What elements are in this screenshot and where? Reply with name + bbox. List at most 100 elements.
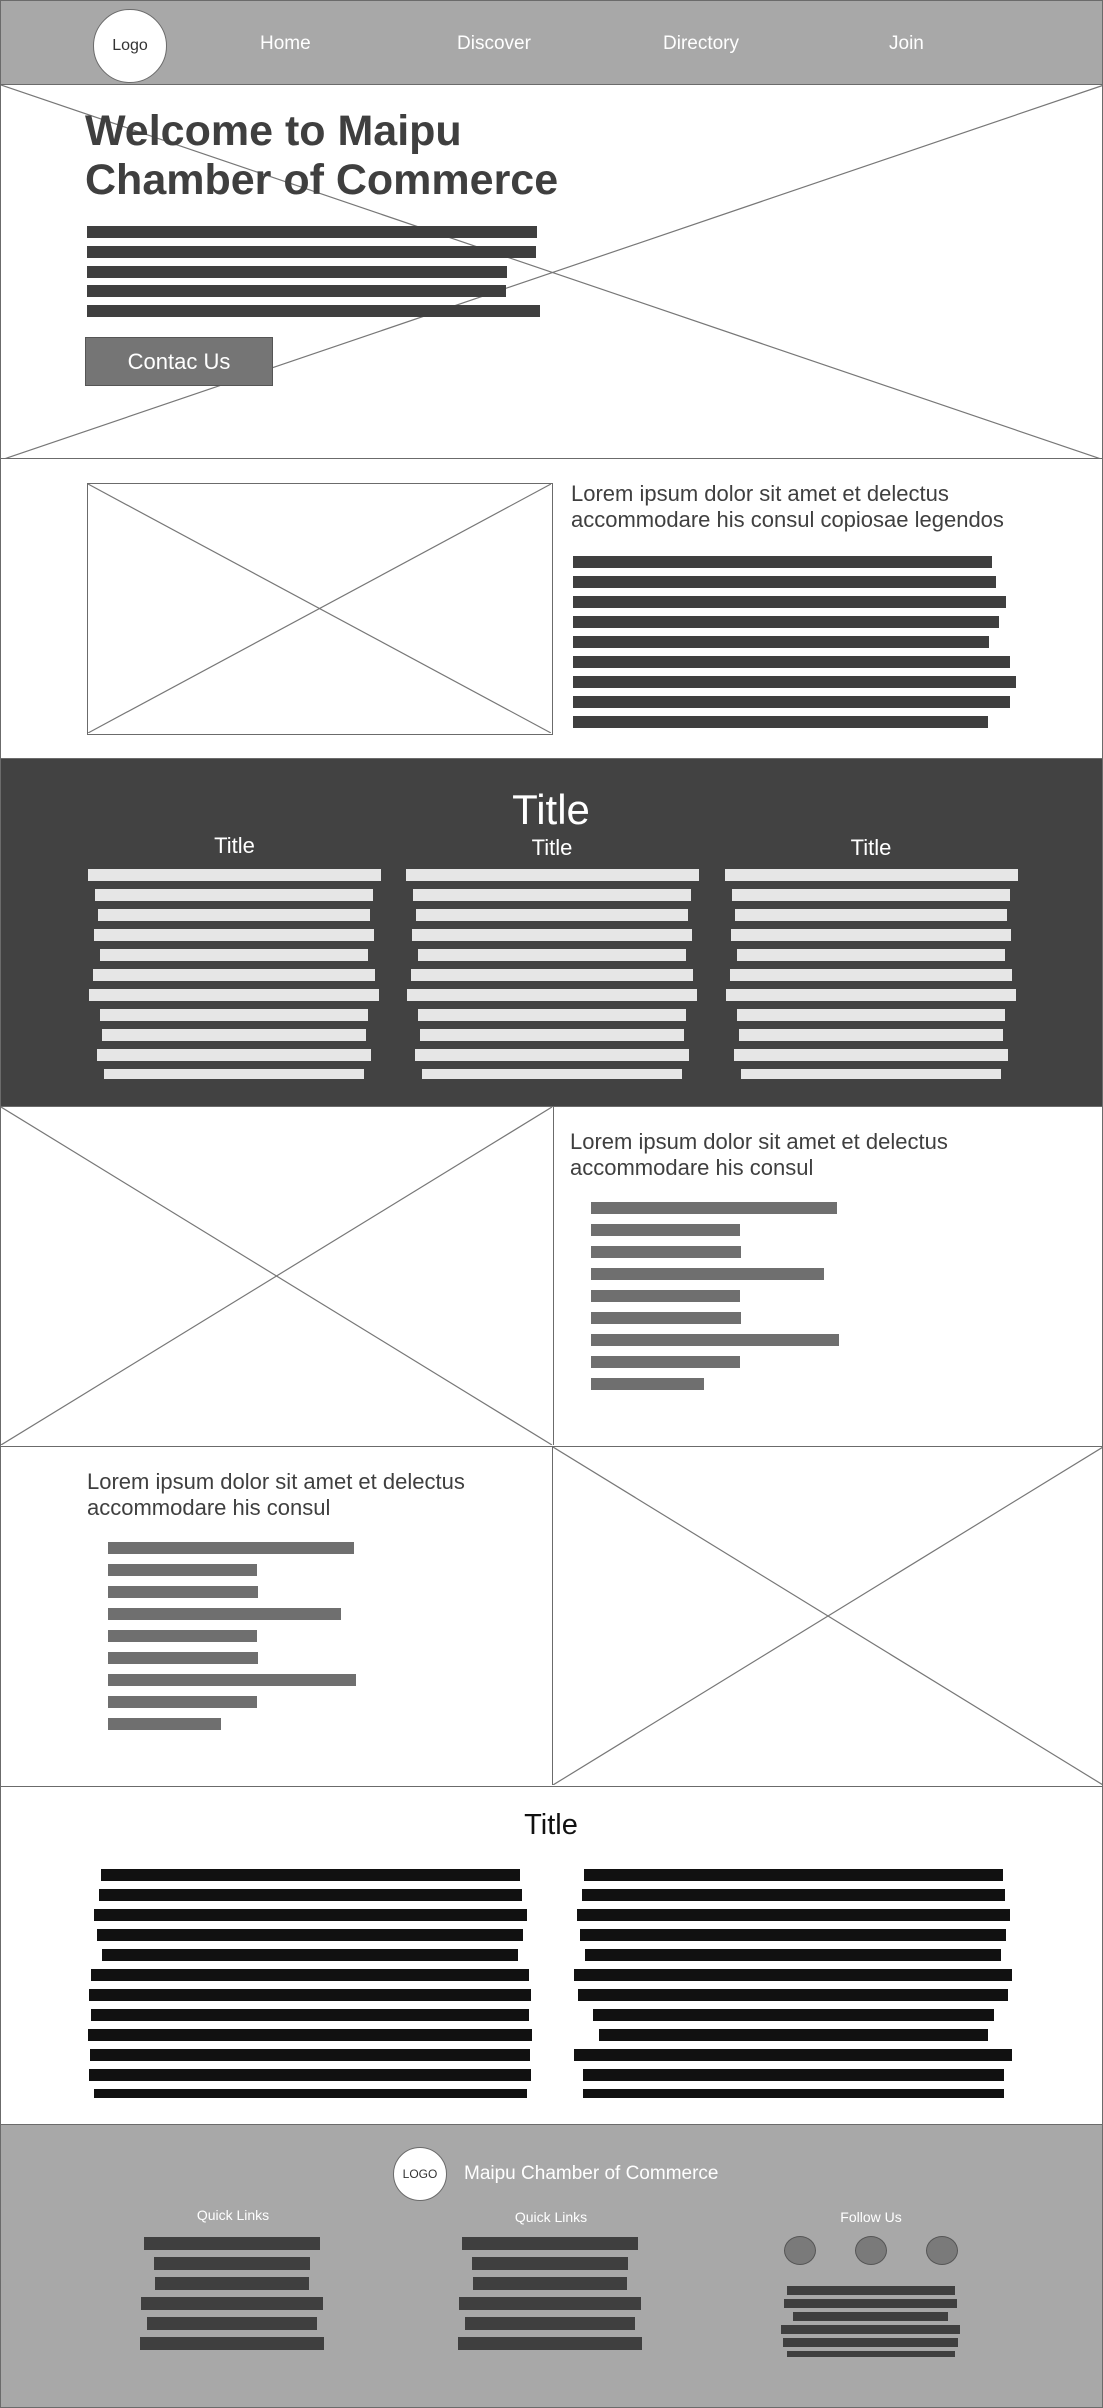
hero-text-line [87, 285, 506, 297]
feature1-heading-line2: accommodare his consul [570, 1155, 814, 1180]
text-col2-line [583, 2089, 1004, 2098]
feature1-list-line [591, 1356, 740, 1368]
footer-link-1[interactable] [144, 2237, 320, 2250]
column3-text-line [725, 869, 1018, 881]
text-col2-line [583, 2069, 1004, 2081]
footer-link-1[interactable] [154, 2257, 310, 2270]
column3-text-line [741, 1069, 1001, 1079]
footer-link-1[interactable] [141, 2297, 323, 2310]
feature2-list-line [108, 1718, 221, 1730]
column2-text-line [415, 1049, 689, 1061]
intro-text-line [573, 596, 1006, 608]
nav-join[interactable]: Join [889, 33, 924, 54]
logo[interactable]: Logo [93, 9, 167, 83]
feature-section-2: Lorem ipsum dolor sit amet et delectus a… [0, 1446, 1103, 1787]
columns-title: Title [512, 786, 590, 833]
text-col1-line [90, 2049, 530, 2061]
social-icon[interactable] [926, 2236, 958, 2265]
hero: Welcome to Maipu Chamber of Commerce Con… [0, 84, 1103, 459]
hero-title-line1: Welcome to Maipu [85, 107, 462, 155]
footer-follow-line [793, 2312, 948, 2321]
feature2-heading: Lorem ipsum dolor sit amet et delectus a… [87, 1469, 465, 1521]
intro-heading-line1: Lorem ipsum dolor sit amet et delectus [571, 481, 949, 506]
footer-link-2[interactable] [462, 2237, 638, 2250]
text-col1-line [91, 1969, 529, 1981]
column3-text-line [734, 1049, 1008, 1061]
footer-link-1[interactable] [140, 2337, 324, 2350]
social-icon[interactable] [784, 2236, 816, 2265]
column3-text-line [739, 1029, 1003, 1041]
text-col1-line [89, 1989, 531, 2001]
column-title-2: Title [531, 835, 573, 860]
text-col2-line [584, 1869, 1003, 1881]
footer-link-2[interactable] [472, 2257, 628, 2270]
footer-follow-line [787, 2286, 955, 2295]
intro-text-line [573, 696, 1010, 708]
feature1-list-line [591, 1224, 740, 1236]
footer-link-2[interactable] [465, 2317, 635, 2330]
text-col1-line [89, 2069, 531, 2081]
intro-text-line [573, 556, 992, 568]
feature2-list-line [108, 1652, 258, 1664]
logo-label: Logo [112, 37, 148, 54]
column2-text-line [418, 949, 686, 961]
footer-link-1[interactable] [147, 2317, 317, 2330]
feature1-list-line [591, 1334, 839, 1346]
text-col1-line [88, 2029, 532, 2041]
text-col2-line [577, 1909, 1010, 1921]
feature2-list-line [108, 1542, 354, 1554]
feature2-list-line [108, 1608, 341, 1620]
text-col2-line [578, 1989, 1008, 2001]
hero-image-placeholder [1, 85, 1102, 458]
text-col2-line [585, 1949, 1001, 1961]
footer-follow-line [781, 2325, 960, 2334]
column1-text-line [100, 1009, 368, 1021]
hero-text-line [87, 266, 507, 278]
intro-image-placeholder [87, 483, 553, 735]
hero-text-line [87, 305, 540, 317]
text-section: Title [0, 1786, 1103, 2125]
nav-home[interactable]: Home [260, 33, 311, 54]
footer-link-2[interactable] [473, 2277, 627, 2290]
social-icon[interactable] [855, 2236, 887, 2265]
hero-title: Welcome to Maipu Chamber of Commerce [85, 107, 558, 205]
column2-text-line [413, 889, 691, 901]
footer-col-title-3: Follow Us [840, 2209, 902, 2225]
header: Logo Home Discover Directory Join [0, 0, 1103, 85]
feature1-list-line [591, 1290, 740, 1302]
feature1-list-line [591, 1246, 741, 1258]
column1-text-line [88, 869, 381, 881]
column1-text-line [98, 909, 370, 921]
footer-col-title-2: Quick Links [514, 2209, 588, 2225]
column1-text-line [94, 929, 374, 941]
contact-us-button[interactable]: Contac Us [85, 337, 273, 386]
intro-text-line [573, 576, 996, 588]
feature1-list-line [591, 1268, 824, 1280]
column3-text-line [732, 889, 1010, 901]
feature2-heading-line2: accommodare his consul [87, 1495, 331, 1520]
text-col2-line [599, 2029, 988, 2041]
intro-heading: Lorem ipsum dolor sit amet et delectus a… [571, 481, 1004, 533]
footer-link-2[interactable] [459, 2297, 641, 2310]
footer-link-2[interactable] [458, 2337, 642, 2350]
column1-text-line [104, 1069, 364, 1079]
nav-directory[interactable]: Directory [663, 33, 740, 54]
nav-discover[interactable]: Discover [457, 33, 531, 54]
column3-text-line [726, 989, 1016, 1001]
column2-text-line [407, 989, 697, 1001]
text-col1-line [101, 1869, 520, 1881]
text-section-title: Title [524, 1809, 578, 1841]
intro-heading-line2: accommodare his consul copiosae legendos [571, 507, 1004, 532]
column2-text-line [420, 1029, 684, 1041]
footer-link-1[interactable] [155, 2277, 309, 2290]
footer-org-name: Maipu Chamber of Commerce [464, 2163, 719, 2184]
footer-logo[interactable]: LOGO [393, 2147, 447, 2201]
footer-col-title-1: Quick Links [196, 2207, 270, 2223]
feature2-list-line [108, 1630, 257, 1642]
footer: LOGO Maipu Chamber of Commerce Quick Lin… [0, 2124, 1103, 2408]
column3-text-line [731, 929, 1011, 941]
text-col1-line [97, 1929, 523, 1941]
column1-text-line [93, 969, 375, 981]
feature-section-1: Lorem ipsum dolor sit amet et delectus a… [0, 1106, 1103, 1447]
column2-text-line [406, 869, 699, 881]
